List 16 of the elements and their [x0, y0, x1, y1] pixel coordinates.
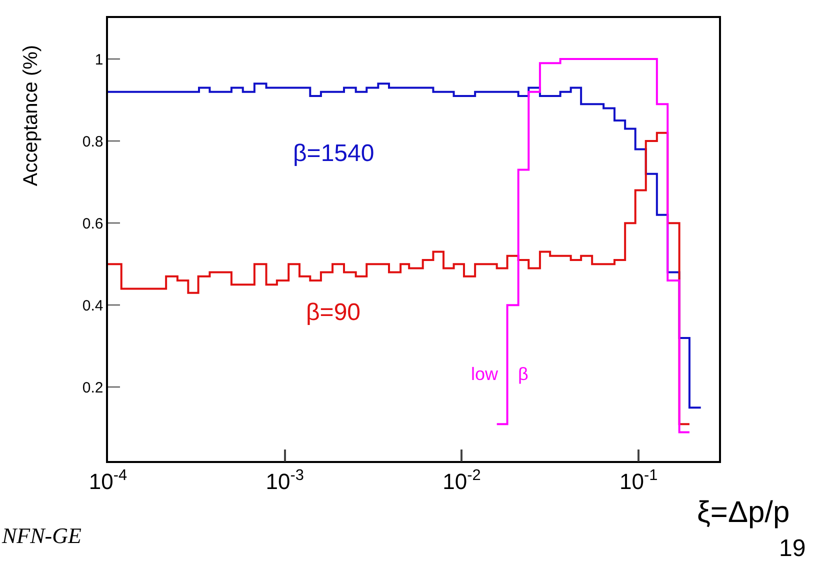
y-tick-label: 0.6: [82, 215, 104, 232]
x-tick-label: 10$^{-4}$: [88, 466, 128, 494]
y-axis-title: Acceptance (%): [20, 44, 42, 186]
y-tick-label: 0.4: [82, 297, 104, 314]
y-tick-label: 0.8: [82, 133, 104, 150]
series-label: β=90: [306, 299, 361, 326]
x-tick-label: 10$^{-2}$: [442, 466, 481, 494]
x-axis-title: ξ=Δp/p: [697, 496, 790, 529]
text: NFN-GE: [1, 523, 82, 548]
series-label: β=1540: [293, 140, 374, 167]
series-label: low β: [471, 364, 528, 384]
y-tick-label: 0.2: [82, 379, 104, 396]
y-tick-label: 1: [94, 51, 104, 68]
x-tick-label: 10$^{-3}$: [266, 466, 304, 494]
x-tick-label: 10$^{-1}$: [619, 466, 658, 494]
text: 19: [779, 535, 806, 562]
